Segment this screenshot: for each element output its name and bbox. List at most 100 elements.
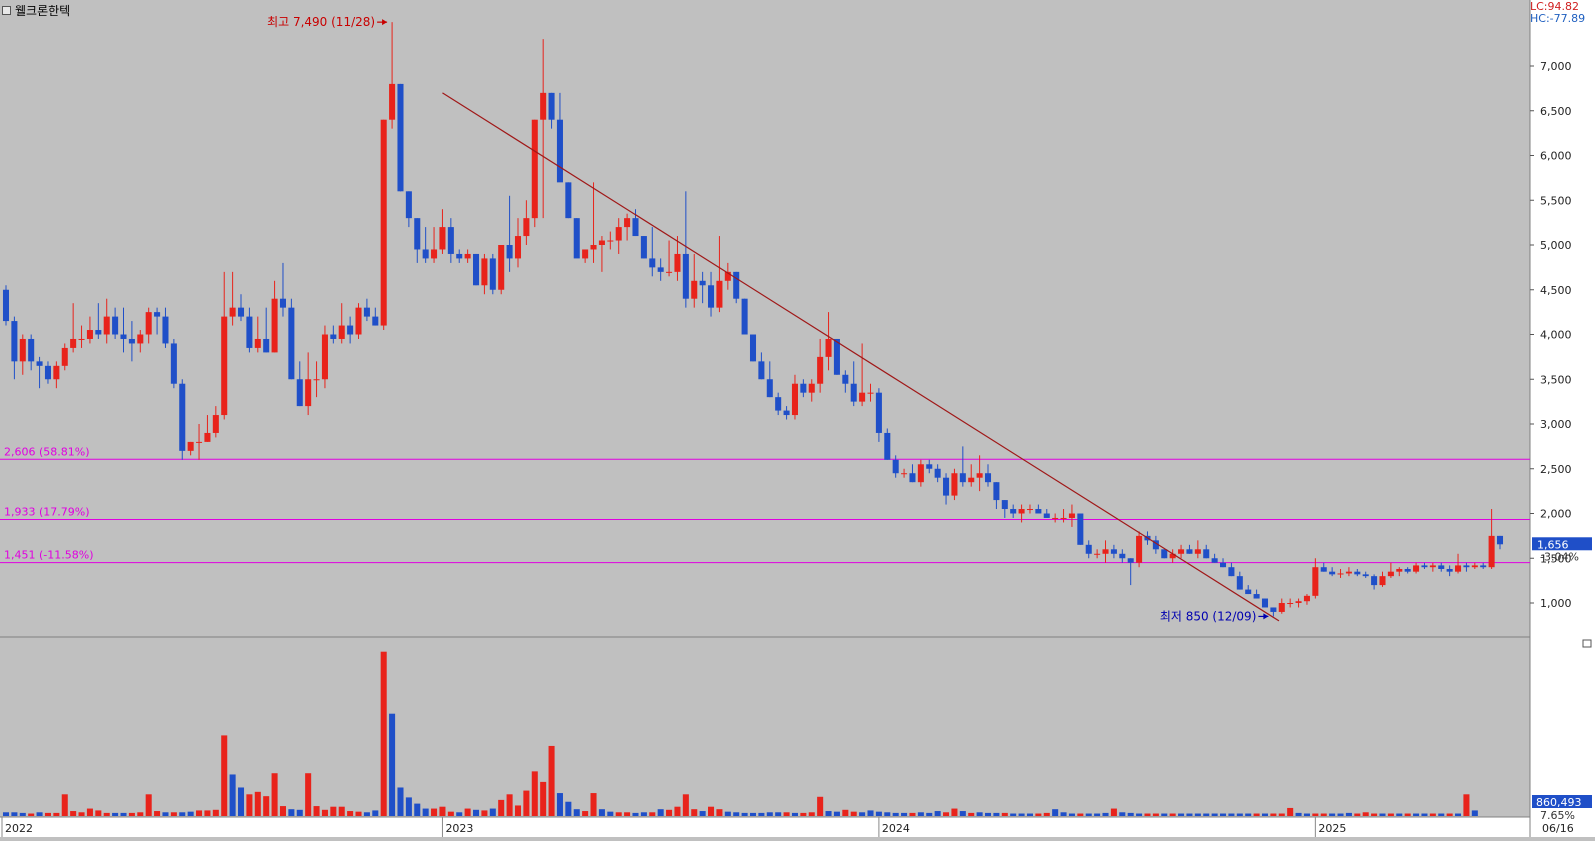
volume-bar [640, 812, 647, 816]
candle-body [481, 258, 488, 286]
candle-body [951, 473, 958, 496]
candle-body [565, 182, 572, 219]
volume-bar [11, 812, 18, 816]
volume-bar [112, 812, 119, 816]
candle-body [1480, 565, 1487, 568]
time-axis: 2022 2023 2024 2025 06/16 [1, 817, 1574, 837]
volume-bar [330, 806, 337, 816]
volume-bar [1211, 813, 1218, 816]
volume-bar [389, 713, 396, 816]
stock-title[interactable]: 웰크론한텍 [2, 2, 70, 19]
volume-bar [1253, 813, 1260, 816]
volume-bar [347, 811, 354, 816]
volume-bar [523, 790, 530, 816]
candle-body [347, 325, 354, 335]
candle-body [36, 361, 43, 366]
candle-body [657, 267, 664, 272]
volume-bar [1345, 812, 1352, 816]
volume-bar [1220, 813, 1227, 816]
candle-body [1161, 549, 1168, 559]
candle-body [833, 338, 840, 375]
stock-name: 웰크론한텍 [15, 4, 71, 18]
candle-body [1463, 565, 1470, 568]
candle-body [1438, 565, 1445, 569]
volume-bar [1077, 813, 1084, 816]
candle-body [817, 356, 824, 384]
volume-bar [1270, 813, 1277, 816]
candle-body [296, 379, 303, 407]
volume-bar [170, 812, 177, 816]
candle-body [254, 338, 261, 348]
candle-body [1295, 601, 1302, 603]
volume-bar [1471, 810, 1478, 816]
volume-bar [414, 803, 421, 816]
candle-body [363, 307, 370, 317]
volume-bar [531, 771, 538, 816]
volume-bar [120, 812, 127, 816]
candle-body [1169, 553, 1176, 559]
volume-bar [431, 808, 438, 816]
volume-bar [61, 794, 68, 816]
volume-bar [901, 812, 908, 816]
candle-body [313, 379, 320, 381]
level-label-0: 2,606 (58.81%) [4, 445, 90, 458]
candle-body [691, 280, 698, 299]
candle-body [984, 473, 992, 483]
candle-body [1245, 589, 1252, 595]
candle-body [901, 473, 908, 475]
candle-body [145, 312, 152, 335]
volume-bar [1379, 813, 1386, 816]
candle-body [909, 473, 916, 483]
candle-body [682, 253, 689, 299]
volume-bar [473, 809, 480, 816]
volume-bar [540, 781, 547, 816]
price-tick-label-9: 5,500 [1540, 194, 1572, 207]
candle-body [103, 316, 110, 335]
trendline-group[interactable] [442, 92, 1280, 622]
candle-body [397, 83, 404, 192]
volume-bar [498, 799, 505, 816]
candle-body [917, 464, 924, 483]
candle-body [405, 191, 412, 219]
volume-bar [800, 812, 807, 816]
candle-body [1043, 513, 1050, 518]
candle-body [279, 298, 286, 308]
candle-body [506, 245, 513, 259]
volume-bar [1303, 813, 1310, 816]
volume-bar [162, 812, 169, 816]
volume-panel-close-icon[interactable] [1582, 639, 1592, 648]
volume-bar [279, 806, 286, 816]
volume-bar [313, 806, 320, 816]
candle-body [850, 383, 857, 402]
volume-bar [1245, 813, 1252, 816]
volume-bar [196, 810, 203, 816]
volume-bar [36, 812, 43, 816]
volume-bar [842, 809, 849, 816]
volume-bars [2, 651, 1478, 816]
volume-bar [884, 812, 891, 816]
candle-body [1094, 553, 1101, 555]
volume-bar [741, 812, 748, 816]
candle-body [666, 271, 673, 273]
volume-bar [758, 812, 765, 816]
volume-bar [657, 809, 664, 816]
volume-bar [86, 808, 93, 816]
candle-body [724, 271, 731, 281]
volume-bar [1295, 812, 1302, 816]
volume-bar [397, 787, 404, 816]
volume-bar [1387, 813, 1394, 816]
volume-bar [1018, 813, 1025, 816]
trendline [442, 92, 1280, 622]
candle-body [221, 316, 228, 416]
volume-bar [1236, 813, 1243, 816]
volume-bar [246, 794, 253, 816]
volume-bar [1413, 813, 1420, 816]
candle-body [1127, 558, 1134, 563]
current-price-label: 1,656 [1537, 538, 1569, 551]
low-arrow-head [1263, 613, 1269, 620]
current-price-tag [1532, 537, 1592, 551]
candle-body [330, 334, 337, 339]
candle-body [1455, 565, 1462, 572]
